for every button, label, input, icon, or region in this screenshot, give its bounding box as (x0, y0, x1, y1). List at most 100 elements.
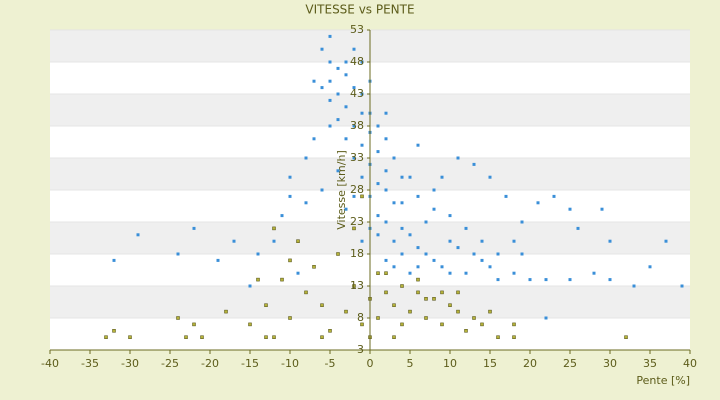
point (272, 335, 276, 339)
point (400, 284, 404, 288)
point (352, 284, 356, 288)
point (432, 207, 436, 211)
point (424, 252, 428, 256)
point (320, 188, 324, 192)
point (464, 329, 468, 333)
point (248, 284, 252, 288)
point (360, 60, 364, 64)
point (664, 239, 668, 243)
point (328, 329, 332, 333)
point (352, 47, 356, 51)
point (352, 86, 356, 90)
point (376, 233, 380, 237)
point (336, 118, 340, 122)
point (544, 316, 548, 320)
point (408, 175, 412, 179)
point (456, 246, 460, 250)
point (448, 214, 452, 218)
point (392, 201, 396, 205)
point (248, 322, 252, 327)
point (352, 124, 356, 128)
point (416, 143, 420, 147)
point (424, 297, 428, 301)
point (304, 290, 308, 295)
point (568, 207, 572, 211)
point (400, 201, 404, 205)
y-tick-label: 13 (350, 279, 364, 292)
x-tick-label: 30 (603, 357, 617, 370)
point (464, 226, 468, 230)
point (264, 335, 268, 339)
point (272, 226, 276, 231)
point (328, 34, 332, 38)
point (624, 335, 628, 339)
point (360, 322, 364, 327)
point (336, 169, 340, 173)
point (344, 105, 348, 109)
point (432, 258, 436, 262)
point (632, 284, 636, 288)
point (344, 60, 348, 64)
point (384, 188, 388, 192)
x-axis-label: Pente [%] (636, 374, 690, 387)
point (424, 220, 428, 224)
point (136, 233, 140, 237)
point (520, 252, 524, 256)
point (408, 233, 412, 237)
x-tick-label: -15 (241, 357, 259, 370)
point (440, 290, 444, 295)
point (392, 303, 396, 307)
point (400, 322, 404, 327)
point (344, 309, 348, 314)
point (176, 252, 180, 256)
point (416, 246, 420, 250)
point (680, 284, 684, 288)
point (376, 182, 380, 186)
point (224, 309, 228, 314)
point (376, 124, 380, 128)
point (128, 335, 132, 339)
point (608, 278, 612, 282)
point (392, 335, 396, 339)
point (192, 226, 196, 230)
point (336, 252, 340, 256)
point (336, 66, 340, 70)
point (416, 194, 420, 198)
point (200, 335, 204, 339)
point (112, 258, 116, 262)
point (416, 290, 420, 295)
x-tick-label: 20 (523, 357, 537, 370)
point (184, 335, 188, 339)
point (320, 86, 324, 90)
point (360, 175, 364, 179)
point (352, 156, 356, 160)
point (568, 278, 572, 282)
point (448, 239, 452, 243)
x-tick-label: -10 (281, 357, 299, 370)
x-tick-label: 15 (483, 357, 497, 370)
point (352, 194, 356, 198)
point (192, 322, 196, 327)
x-tick-label: -30 (121, 357, 139, 370)
point (384, 111, 388, 115)
point (480, 322, 484, 327)
point (376, 271, 380, 275)
point (352, 226, 356, 231)
y-tick-label: 33 (350, 151, 364, 164)
point (320, 335, 324, 339)
point (272, 239, 276, 243)
y-tick-label: 23 (350, 215, 364, 228)
point (328, 124, 332, 128)
chart-title: VITESSE vs PENTE (305, 3, 414, 17)
y-tick-label: 3 (357, 343, 364, 356)
point (360, 92, 364, 96)
point (376, 316, 380, 320)
point (360, 143, 364, 147)
point (592, 271, 596, 275)
x-tick-label: 5 (407, 357, 414, 370)
point (344, 73, 348, 77)
point (360, 194, 364, 199)
point (280, 277, 284, 282)
y-tick-label: 38 (350, 119, 364, 132)
y-tick-label: 18 (350, 247, 364, 260)
